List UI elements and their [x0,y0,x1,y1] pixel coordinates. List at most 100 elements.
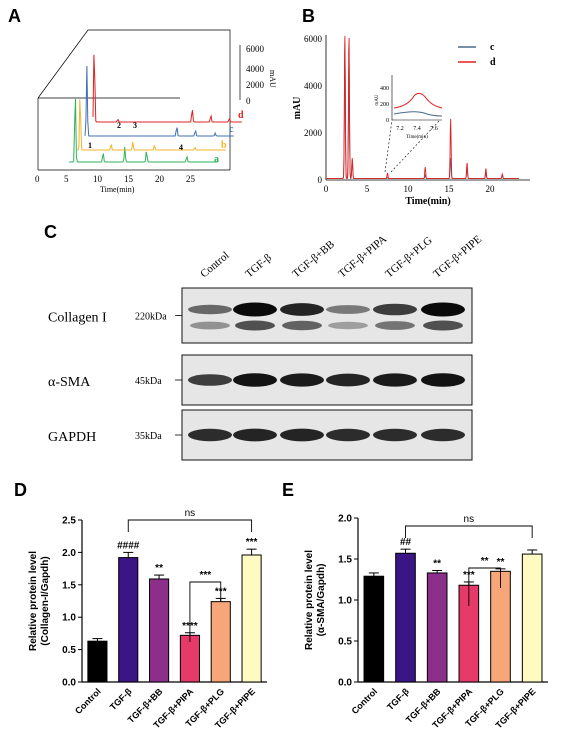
bracket-mid [468,567,501,606]
z-tick-2000: 2000 [246,80,265,90]
x-tick-5: 5 [64,174,69,184]
band [421,373,465,387]
y-tick-label: 1.5 [62,580,76,591]
y-axis-label: mAU [292,97,303,120]
band [280,373,324,387]
y-tick-label: 1.0 [338,596,352,607]
bar [241,554,262,683]
x-tick-15: 15 [124,174,134,184]
significance-label: #### [117,540,140,551]
y-tick-0: 0 [318,175,323,185]
panel-a-trace-labels: a b c d [214,110,244,165]
panel-a-frame [37,29,231,171]
inset-x-tick-74: 7.4 [413,126,421,132]
trace-b [77,99,226,151]
trace-label-c: c [229,124,234,135]
panel-b-x-ticks: 0 5 10 15 20 [324,184,495,194]
x-tick-20: 20 [155,174,165,184]
x-tick-15: 15 [445,184,455,194]
significance-label: *** [246,537,258,548]
band-lower [423,320,463,331]
panel-letter-c: C [44,222,57,242]
band [421,302,465,317]
trace-c [84,65,234,137]
y-tick-label: 2.0 [62,548,76,559]
y-tick-label: 1.0 [62,613,76,624]
x-tick-5: 5 [365,184,370,194]
legend-label-d: d [490,57,496,68]
bar [521,553,543,683]
inset-y-tick-0: 0 [386,118,389,124]
panel-b-chromatogram: 0 2000 4000 6000 0 5 10 15 20 Time(min) … [292,34,530,207]
peak-label-3: 3 [133,121,137,130]
panel-d-bar-chart: 0.0 0.5 1.0 1.5 2.0 2.5 Relative protein level… [28,508,267,730]
y-tick-label: 0.5 [62,645,76,656]
x-tick-25: 25 [186,174,196,184]
lane-label: TGF-β [243,252,274,281]
blot-frame [181,287,473,344]
y-tick-label: 0.0 [338,678,352,689]
band-lower [375,321,415,330]
x-axis-label: Time(min) [405,196,450,207]
lane-label: TGF-β+PLG [383,234,434,280]
band [188,304,232,315]
kda-label: 220kDa [135,312,167,323]
trace-label-b: b [221,140,227,151]
x-tick-10: 10 [93,174,103,184]
band-lower [282,320,322,331]
kda-label: 45kDa [135,376,162,387]
band [373,373,417,387]
inset-y-tick-400: 400 [380,86,389,92]
category-label: Control [350,686,380,716]
trace-a [69,98,218,163]
significance-label: ** [155,563,163,574]
panel-letter-a: A [8,6,21,26]
panel-b-legend: c d [458,42,496,68]
band-lower [190,321,230,330]
y-tick-label: 0.5 [338,637,352,648]
bar [363,575,385,683]
panel-letter-d: D [14,480,27,500]
band [373,428,417,442]
panel-letter-e: E [282,480,295,500]
z-axis-label: mAU [268,70,277,88]
bar [210,601,231,683]
band-lower [235,320,275,331]
y-axis-label: Relative protein level [28,551,39,651]
significance-label: ## [400,537,412,548]
panel-a-chromatogram: 0 2000 4000 6000 mAU 0 5 10 15 20 25 Tim… [35,29,277,194]
bracket-mid-label: ** [481,556,489,567]
panel-b-y-ticks: 0 2000 4000 6000 [304,34,323,185]
inset-x-tick-72: 7.2 [396,126,404,132]
bar [426,572,448,683]
z-tick-0: 0 [246,96,251,106]
y-tick-label: 2.0 [338,514,352,525]
y-axis-label: Relative protein level [304,550,315,650]
bracket-ns-label: ns [185,508,196,519]
legend-label-c: c [490,42,495,53]
trace-label-d: d [238,110,244,121]
band [373,303,417,316]
bracket-ns [405,525,533,538]
x-axis-label: Time(min) [100,185,135,194]
panel-e-bar-chart: 0.0 0.5 1.0 1.5 2.0 Relative protein level (α-… [304,514,548,730]
x-tick-20: 20 [486,184,496,194]
band [326,373,370,387]
protein-label: Collagen I [48,311,107,326]
inset-trace-c [393,111,443,117]
protein-label: GAPDH [48,430,96,445]
panel-letter-b: B [302,6,315,26]
panel-a-z-axis: 0 2000 4000 6000 mAU [239,44,277,106]
category-label: Control [73,686,103,716]
category-label: TGF-β [385,686,411,712]
inset-y-tick-200: 200 [380,102,389,108]
band [280,428,324,442]
x-tick-0: 0 [324,184,329,194]
protein-label: α-SMA [48,375,91,390]
bar [179,634,200,683]
y-axis-label: (Collagen-I/Gapdh) [40,556,51,645]
z-tick-6000: 6000 [246,44,265,54]
y-tick-2000: 2000 [304,128,323,138]
peak-label-2: 2 [117,121,121,130]
inset-x-label: Time(min) [406,135,428,140]
